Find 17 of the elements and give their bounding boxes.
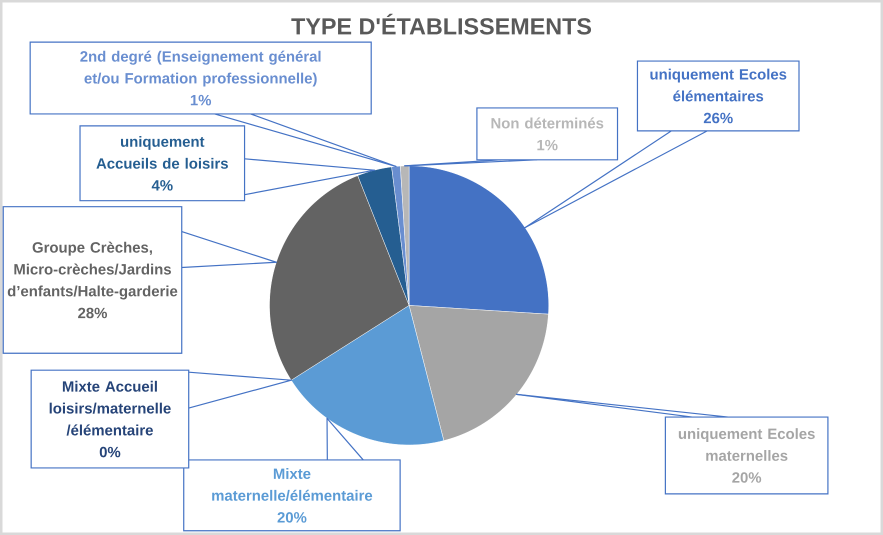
slice-label: Non déterminés xyxy=(491,117,604,128)
data-label: 1% xyxy=(190,94,212,106)
slice-label: 2nd degré (Enseignement général et/ou Formation professionnelle) xyxy=(80,50,321,87)
data-label: 1% xyxy=(537,140,558,150)
data-label: 26% xyxy=(704,112,733,124)
text: 0% xyxy=(100,446,120,458)
data-label: 28% xyxy=(78,308,107,318)
data-label: 20% xyxy=(732,472,762,483)
data-label: 4% xyxy=(152,180,173,191)
slice-label: uniquement Ecoles maternelles xyxy=(678,428,815,461)
slice-label: Groupe Crèches, Micro-crèches/Jardins d’enfants/Halte-garderie xyxy=(8,242,178,300)
slice-label: uniquement Accueils de loisirs xyxy=(96,136,228,169)
data-label: 20% xyxy=(278,512,306,523)
category-label: Mixte Accueil loisirs/maternelle /élémentaire xyxy=(50,380,171,436)
slice-label: Mixte maternelle/élémentaire xyxy=(212,468,372,501)
slice-label: uniquement Ecoles élémentaires xyxy=(650,68,786,102)
chart-title: TYPE D'ÉTABLISSEMENTS xyxy=(291,14,592,35)
